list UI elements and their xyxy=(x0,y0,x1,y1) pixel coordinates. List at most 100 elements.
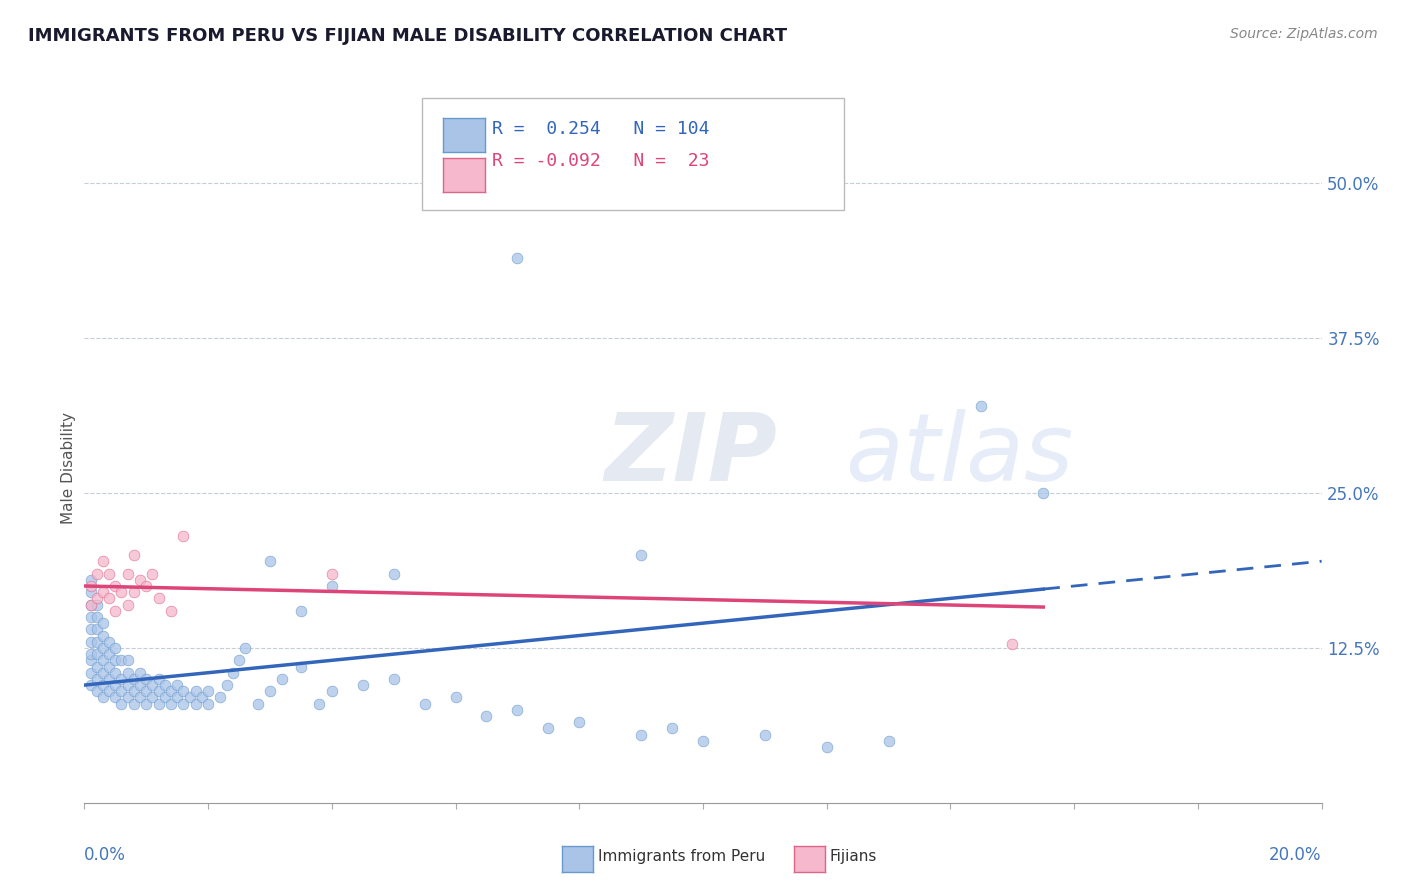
Point xyxy=(148,672,170,686)
Point xyxy=(98,684,121,698)
Point xyxy=(104,604,127,618)
Point xyxy=(308,697,330,711)
Point xyxy=(475,709,498,723)
Point xyxy=(117,653,139,667)
Point xyxy=(222,665,245,680)
Point xyxy=(79,665,101,680)
Point xyxy=(79,598,101,612)
Point xyxy=(259,684,281,698)
Point xyxy=(110,653,132,667)
Text: Fijians: Fijians xyxy=(830,849,877,863)
Point xyxy=(815,740,838,755)
Point xyxy=(661,722,683,736)
Point xyxy=(271,672,294,686)
Point xyxy=(129,665,152,680)
Point xyxy=(166,690,188,705)
Point xyxy=(98,591,121,606)
Point xyxy=(117,665,139,680)
Point xyxy=(568,715,591,730)
Point xyxy=(197,697,219,711)
Text: IMMIGRANTS FROM PERU VS FIJIAN MALE DISABILITY CORRELATION CHART: IMMIGRANTS FROM PERU VS FIJIAN MALE DISA… xyxy=(28,27,787,45)
Point xyxy=(122,585,145,599)
Text: 0.0%: 0.0% xyxy=(84,847,127,864)
Point xyxy=(91,585,114,599)
Point xyxy=(104,640,127,655)
Point xyxy=(98,634,121,648)
Point xyxy=(91,616,114,631)
Text: R =  0.254   N = 104: R = 0.254 N = 104 xyxy=(492,120,710,138)
Point xyxy=(444,690,467,705)
Point xyxy=(91,678,114,692)
Point xyxy=(79,653,101,667)
Point xyxy=(259,554,281,568)
Point xyxy=(91,629,114,643)
Point xyxy=(86,566,108,581)
Point xyxy=(117,678,139,692)
Point xyxy=(179,690,201,705)
Text: ZIP: ZIP xyxy=(605,409,778,501)
Point xyxy=(91,554,114,568)
Text: Source: ZipAtlas.com: Source: ZipAtlas.com xyxy=(1230,27,1378,41)
Point xyxy=(104,690,127,705)
Point xyxy=(141,566,163,581)
Point xyxy=(110,684,132,698)
Text: 20.0%: 20.0% xyxy=(1270,847,1322,864)
Point xyxy=(86,672,108,686)
Point xyxy=(110,697,132,711)
Point xyxy=(86,659,108,673)
Point xyxy=(148,591,170,606)
Point xyxy=(79,573,101,587)
Point xyxy=(506,251,529,265)
Point xyxy=(122,697,145,711)
Point xyxy=(98,672,121,686)
Point xyxy=(233,640,256,655)
Point xyxy=(98,659,121,673)
Point xyxy=(122,548,145,562)
Point xyxy=(86,591,108,606)
Point xyxy=(104,665,127,680)
Point xyxy=(110,585,132,599)
Point xyxy=(135,579,157,593)
Point xyxy=(228,653,250,667)
Point xyxy=(1032,486,1054,500)
Point xyxy=(877,734,900,748)
Point xyxy=(104,579,127,593)
Point xyxy=(79,634,101,648)
Point xyxy=(148,697,170,711)
Point xyxy=(321,579,343,593)
Point xyxy=(215,678,238,692)
Point xyxy=(79,585,101,599)
Point xyxy=(321,684,343,698)
Point xyxy=(110,672,132,686)
Point xyxy=(209,690,232,705)
Point xyxy=(692,734,714,748)
Point xyxy=(321,566,343,581)
Point xyxy=(117,598,139,612)
Point xyxy=(122,684,145,698)
Point xyxy=(91,653,114,667)
Point xyxy=(141,678,163,692)
Point xyxy=(141,690,163,705)
Point xyxy=(104,678,127,692)
Point xyxy=(172,697,194,711)
Point xyxy=(506,703,529,717)
Point xyxy=(86,610,108,624)
Point xyxy=(172,684,194,698)
Point xyxy=(79,610,101,624)
Point xyxy=(129,573,152,587)
Point xyxy=(382,566,405,581)
Point xyxy=(79,598,101,612)
Point xyxy=(135,684,157,698)
Point xyxy=(754,728,776,742)
Point xyxy=(129,690,152,705)
Point xyxy=(148,684,170,698)
Point xyxy=(184,697,207,711)
Point xyxy=(184,684,207,698)
Point xyxy=(117,566,139,581)
Point xyxy=(79,623,101,637)
Point xyxy=(104,653,127,667)
Point xyxy=(86,684,108,698)
Text: R = -0.092   N =  23: R = -0.092 N = 23 xyxy=(492,152,710,169)
Point xyxy=(98,566,121,581)
Point xyxy=(630,548,652,562)
